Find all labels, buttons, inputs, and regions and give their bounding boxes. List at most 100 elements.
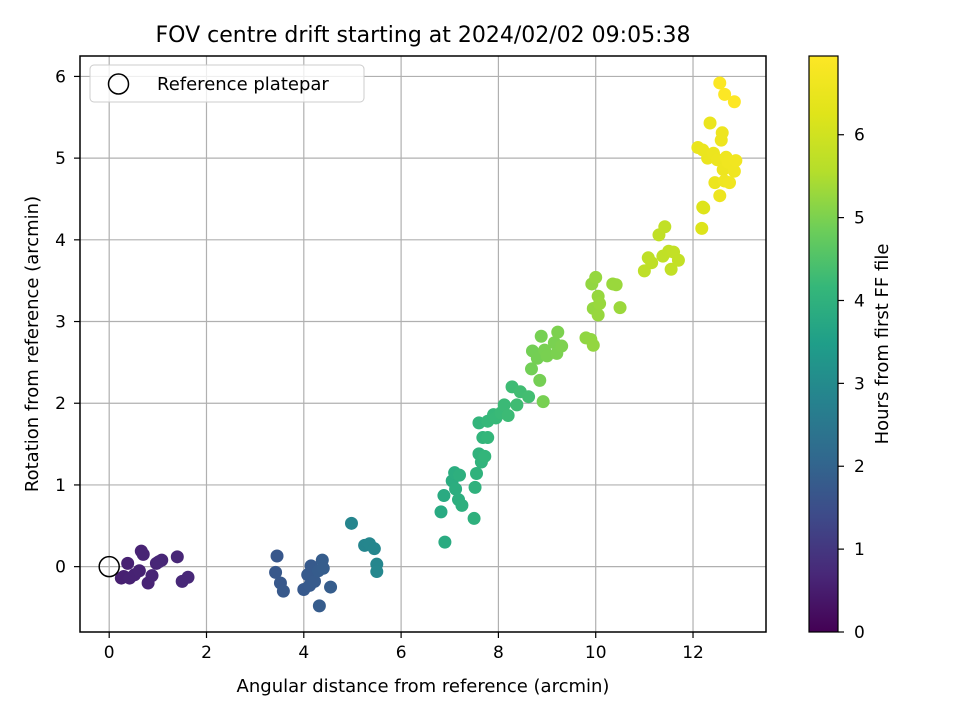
data-points — [98, 76, 743, 613]
y-tick-label: 6 — [55, 67, 66, 87]
data-point — [438, 535, 452, 549]
y-axis-label: Rotation from reference (arcmin) — [22, 196, 43, 492]
plot-frame — [79, 55, 767, 633]
data-point — [713, 76, 727, 90]
data-point — [695, 221, 709, 235]
data-point — [455, 498, 469, 512]
y-tick-label: 2 — [55, 394, 66, 414]
data-point — [308, 574, 322, 588]
data-point — [152, 555, 166, 569]
data-point — [170, 550, 184, 564]
x-axis-ticks: 0 2 4 6 8 10 12 — [104, 632, 704, 663]
data-point — [132, 564, 146, 578]
data-point — [449, 482, 463, 496]
data-point — [437, 489, 451, 503]
data-point — [370, 565, 384, 579]
data-point — [269, 565, 283, 579]
data-point — [181, 570, 195, 584]
data-point — [540, 349, 554, 363]
data-point — [533, 373, 547, 387]
data-point — [312, 599, 326, 613]
colorbar-label: Hours from first FF file — [872, 244, 893, 445]
colorbar-tick-label: 1 — [854, 540, 865, 560]
y-tick-label: 5 — [55, 149, 66, 169]
x-tick-label: 12 — [682, 643, 704, 663]
x-tick-label: 8 — [493, 643, 504, 663]
legend-marker — [107, 73, 130, 95]
x-tick-label: 4 — [298, 643, 309, 663]
data-point — [501, 408, 515, 422]
x-axis-label: Angular distance from reference (arcmin) — [237, 676, 610, 697]
legend-entry: Reference platepar — [157, 74, 329, 95]
data-point — [481, 431, 495, 445]
data-point — [723, 176, 737, 190]
y-tick-label: 0 — [55, 558, 66, 578]
data-point — [452, 468, 466, 482]
x-tick-label: 0 — [104, 643, 115, 663]
data-point — [715, 126, 729, 140]
data-point — [467, 511, 481, 525]
x-tick-label: 6 — [396, 643, 407, 663]
data-point — [316, 561, 330, 575]
data-point — [367, 542, 381, 556]
y-tick-label: 1 — [55, 476, 66, 496]
data-point — [718, 87, 732, 101]
data-point — [478, 449, 492, 463]
colorbar-tick-label: 5 — [854, 209, 865, 229]
data-point — [645, 256, 659, 270]
y-tick-label: 4 — [55, 231, 66, 251]
chart-title: FOV centre drift starting at 2024/02/02 … — [156, 23, 691, 48]
data-point — [613, 301, 627, 315]
reference-platepar-marker — [98, 555, 120, 578]
x-tick-label: 2 — [201, 643, 212, 663]
colorbar-tick-label: 2 — [854, 457, 865, 477]
data-point — [591, 308, 605, 322]
data-point — [136, 547, 150, 561]
data-point — [470, 466, 484, 480]
data-point — [524, 362, 538, 376]
data-point — [658, 220, 672, 234]
colorbar-tick-label: 4 — [854, 291, 865, 311]
data-point — [434, 505, 448, 519]
y-axis-ticks: 0 1 2 3 4 5 6 — [55, 67, 80, 578]
data-point — [555, 339, 569, 353]
data-point — [145, 569, 159, 583]
data-point — [729, 154, 743, 168]
data-point — [609, 278, 623, 292]
data-point — [713, 189, 727, 203]
data-point — [497, 398, 511, 412]
data-point — [344, 516, 358, 530]
data-point — [671, 253, 685, 267]
data-point — [703, 116, 717, 130]
colorbar: 0 1 2 3 4 5 6 Hours from first FF file — [808, 55, 893, 643]
colorbar-tick-label: 3 — [854, 374, 865, 394]
legend-box — [89, 64, 365, 103]
legend: Reference platepar — [89, 64, 365, 103]
grid-lines — [80, 56, 766, 632]
data-point — [586, 338, 600, 352]
data-point — [593, 297, 607, 311]
data-point — [270, 549, 284, 563]
data-point — [664, 262, 678, 276]
data-point — [510, 398, 524, 412]
data-point — [534, 329, 548, 343]
data-point — [589, 270, 603, 284]
data-point — [468, 480, 482, 494]
colorbar-ticks: 0 1 2 3 4 5 6 — [838, 126, 865, 643]
colorbar-tick-label: 0 — [854, 623, 865, 643]
data-point — [276, 584, 290, 598]
data-point — [536, 395, 550, 409]
y-tick-label: 3 — [55, 313, 66, 333]
colorbar-tick-label: 6 — [854, 126, 865, 146]
data-point — [697, 201, 711, 215]
data-point — [522, 390, 536, 404]
data-point — [727, 164, 741, 178]
data-point — [727, 95, 741, 109]
data-point — [708, 176, 722, 190]
data-point — [551, 325, 565, 339]
x-tick-label: 10 — [585, 643, 607, 663]
data-point — [121, 556, 135, 570]
data-point — [324, 580, 338, 594]
colorbar-gradient — [808, 55, 839, 633]
